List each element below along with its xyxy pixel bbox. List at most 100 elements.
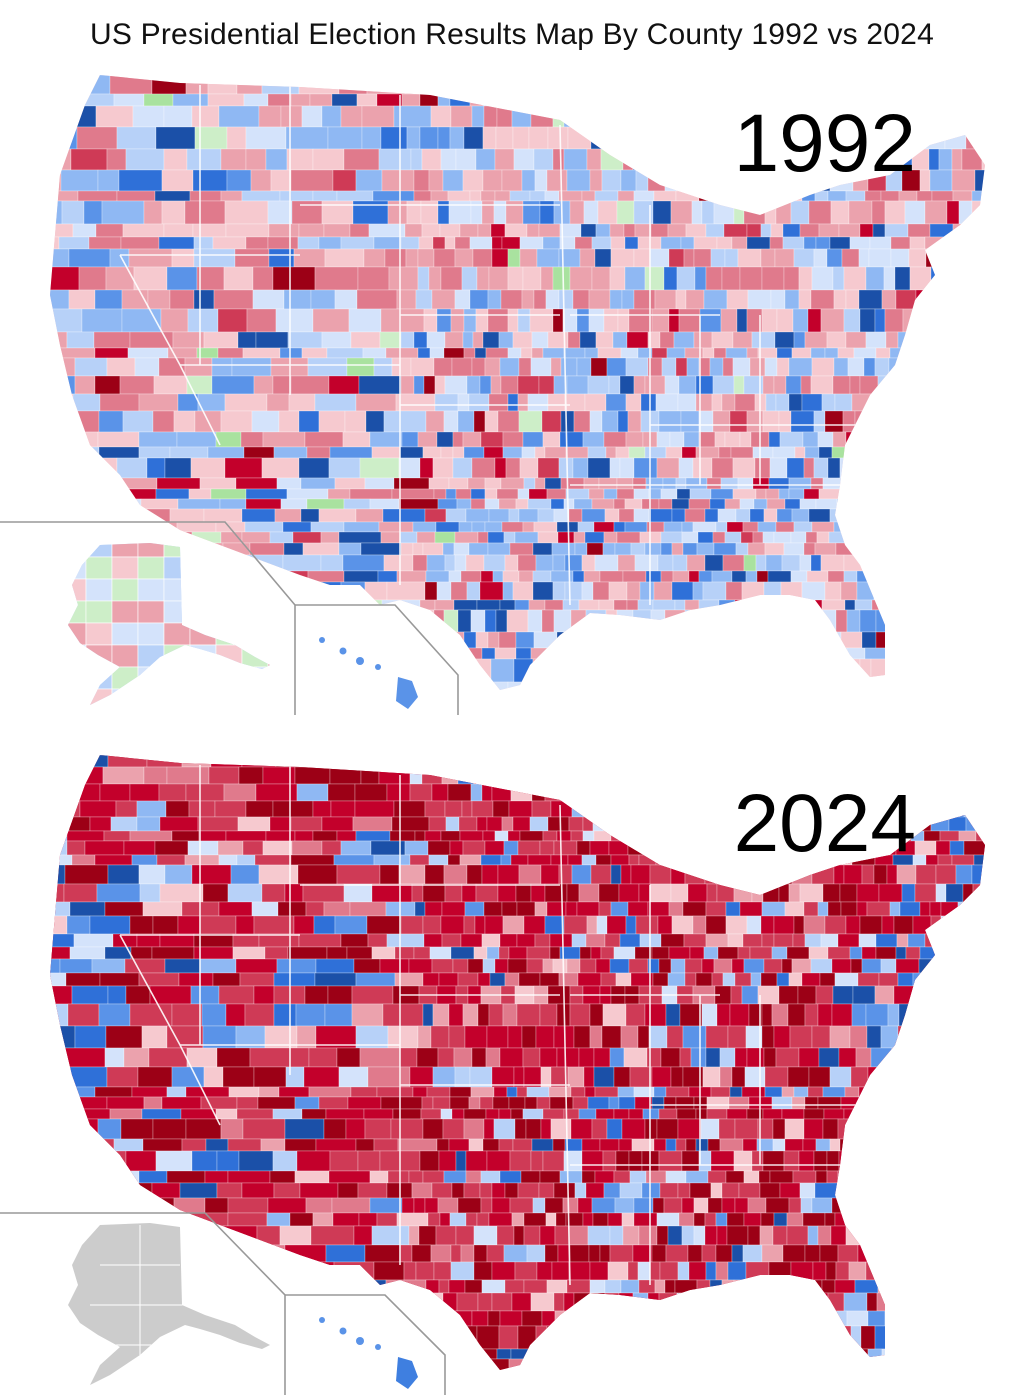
county-tile (262, 840, 293, 856)
county-tile (581, 1150, 604, 1172)
county-tile (875, 1096, 896, 1110)
county-tile (604, 800, 621, 818)
county-tile (449, 1096, 470, 1110)
county-tile (491, 75, 515, 76)
county-tile (50, 972, 67, 987)
county-tile (704, 1212, 717, 1227)
county-tile (589, 697, 605, 715)
county-tile (676, 816, 692, 832)
county-tile (997, 170, 1009, 191)
county-tile (712, 755, 732, 768)
county-tile (220, 190, 243, 202)
county-tile (619, 75, 639, 95)
county-tile (670, 755, 684, 768)
county-tile (914, 840, 937, 856)
county-tile (961, 1279, 981, 1294)
county-tile (553, 1292, 565, 1312)
county-tile (154, 840, 189, 856)
county-tile (369, 1197, 403, 1214)
county-tile (382, 1325, 405, 1350)
county-tile (584, 75, 597, 76)
county-tile (231, 1244, 262, 1263)
county-tile (589, 783, 601, 802)
county-tile (569, 266, 593, 291)
county-tile (619, 933, 641, 948)
county-tile (557, 531, 575, 544)
county-tile (241, 755, 277, 768)
county-tile (664, 609, 686, 633)
county-tile (66, 331, 95, 349)
county-tile (666, 347, 686, 359)
county-tile (801, 190, 816, 202)
county-tile (780, 1292, 799, 1312)
county-tile (984, 554, 985, 572)
county-tile (519, 457, 539, 479)
county-tile (513, 658, 534, 683)
county-tile (412, 521, 437, 533)
county-tile (871, 200, 886, 225)
county-tile (432, 457, 454, 479)
county-tile (972, 883, 985, 903)
county-tile (101, 1182, 134, 1199)
county-tile (604, 508, 620, 523)
county-tile (243, 446, 275, 459)
county-tile (704, 864, 720, 885)
county-tile (747, 289, 772, 310)
county-tile (285, 126, 329, 150)
county-tile (664, 1310, 676, 1327)
county-tile (822, 1086, 846, 1098)
county-tile (482, 169, 503, 192)
county-tile (106, 357, 136, 377)
county-tile (833, 289, 847, 310)
county-tile (590, 658, 606, 683)
county-tile (995, 309, 1009, 332)
county-tile (439, 1376, 461, 1395)
county-tile (529, 190, 546, 202)
county-tile (170, 697, 194, 715)
county-tile (169, 289, 195, 310)
page-title: US Presidential Election Results Map By … (90, 18, 934, 51)
county-tile (989, 1311, 1011, 1326)
county-tile (967, 375, 980, 395)
county-tile (522, 521, 535, 533)
county-tile (491, 1197, 511, 1214)
county-tile (208, 766, 240, 785)
county-tile (553, 1182, 576, 1199)
county-tile (709, 816, 722, 832)
county-tile (440, 915, 465, 935)
county-tile (652, 75, 674, 76)
county-tile (650, 631, 663, 649)
county-tile (494, 457, 507, 479)
county-tile (976, 105, 985, 128)
county-tile (152, 915, 179, 935)
county-tile (870, 457, 887, 479)
county-tile (788, 477, 812, 490)
county-tile (244, 581, 283, 601)
county-tile (235, 1279, 278, 1294)
county-tile (684, 148, 700, 171)
county-tile (975, 248, 985, 268)
county-tile (628, 446, 646, 459)
county-tile (435, 521, 460, 533)
county-tile (105, 1025, 143, 1049)
county-tile (699, 631, 719, 649)
county-tile (692, 915, 707, 935)
county-tile (847, 357, 865, 377)
county-tile (705, 1310, 725, 1327)
county-tile (639, 755, 663, 756)
county-tile (284, 1138, 317, 1152)
county-tile (395, 393, 436, 412)
county-tile (773, 1212, 788, 1227)
county-tile (482, 958, 496, 974)
county-tile (601, 1376, 612, 1395)
county-tile (851, 393, 875, 412)
county-tile (837, 347, 855, 359)
county-tile (651, 946, 670, 960)
county-tile (578, 599, 600, 611)
county-tile (664, 1279, 676, 1294)
county-tile (487, 308, 509, 333)
county-tile (767, 1310, 784, 1327)
county-tile (524, 93, 543, 107)
county-tile (677, 1182, 691, 1199)
county-tile (860, 1325, 876, 1350)
